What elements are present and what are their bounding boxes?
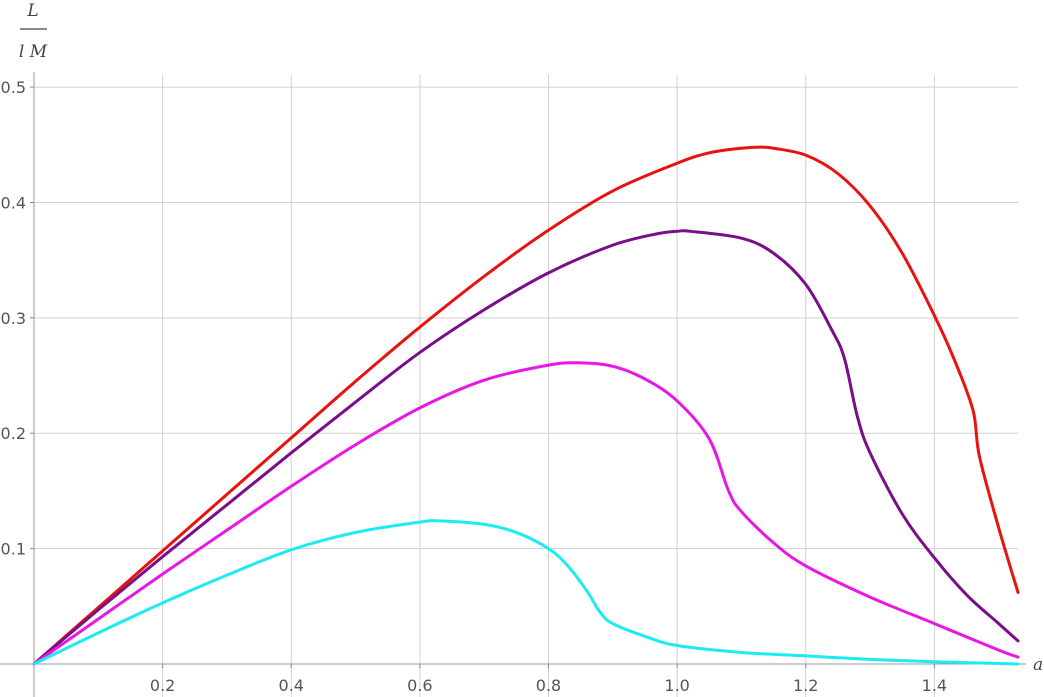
series-lines bbox=[32, 145, 1020, 666]
y-tick-label: 0.3 bbox=[1, 309, 26, 328]
x-tick-label: 1.4 bbox=[922, 676, 947, 695]
series-line-3 bbox=[32, 361, 1020, 666]
x-tick-label: 0.2 bbox=[150, 676, 175, 695]
axis-labels: L l M a bbox=[19, 1, 1043, 675]
y-axis-label-numerator: L bbox=[26, 1, 38, 21]
x-tick-label: 0.8 bbox=[536, 676, 561, 695]
x-tick-label: 0.4 bbox=[279, 676, 304, 695]
y-axis-label-denominator: l M bbox=[19, 42, 48, 62]
y-tick-label: 0.5 bbox=[1, 78, 26, 97]
series-line-2 bbox=[32, 229, 1020, 666]
y-tick-label: 0.2 bbox=[1, 424, 26, 443]
x-tick-label: 0.6 bbox=[407, 676, 432, 695]
x-tick-label: 1.0 bbox=[664, 676, 689, 695]
series-line-4 bbox=[32, 519, 1020, 666]
x-axis-label: a bbox=[1033, 655, 1043, 675]
axes bbox=[0, 72, 1026, 697]
y-tick-label: 0.1 bbox=[1, 540, 26, 559]
x-tick-label: 1.2 bbox=[793, 676, 818, 695]
gridlines bbox=[34, 75, 1018, 697]
y-tick-label: 0.4 bbox=[1, 193, 26, 212]
series-line-1 bbox=[32, 145, 1020, 666]
tick-labels: 0.2 0.4 0.6 0.8 1.0 1.2 1.4 0.1 0.2 0.3 0.4 0.5 bbox=[1, 78, 948, 695]
